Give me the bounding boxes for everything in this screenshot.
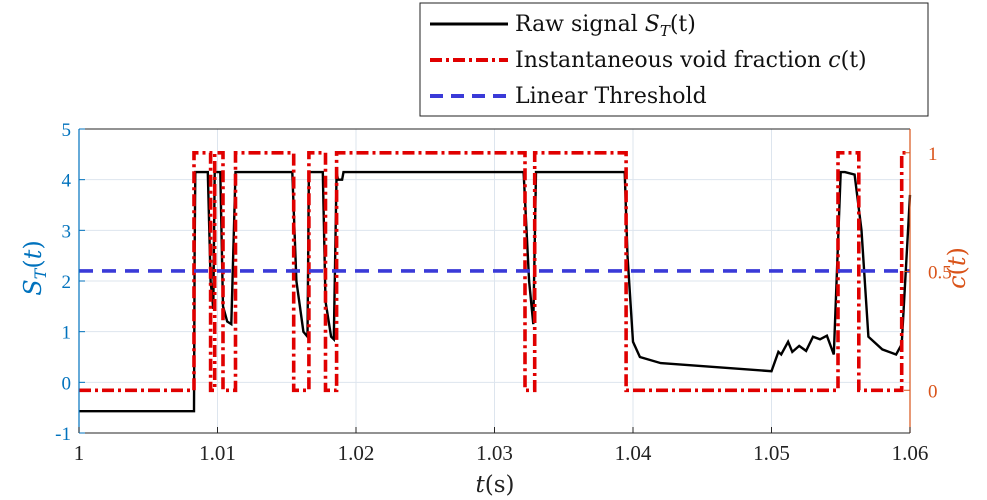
legend-item-raw-math: S	[645, 12, 660, 37]
y-tick-label-right: 0.5	[928, 263, 952, 284]
y-tick-label-left: 4	[62, 171, 72, 192]
x-axis-label: t(s)	[476, 472, 515, 498]
x-tick-label: 1.02	[338, 441, 375, 465]
legend-item-raw-suffix: (t)	[670, 12, 696, 37]
legend-item-raw-prefix: Raw signal	[515, 12, 645, 37]
series-void-line	[79, 151, 910, 393]
y-tick-label-left: 3	[62, 221, 72, 242]
legend-item-threshold-prefix: Linear Threshold	[515, 84, 707, 109]
y-tick-label-left: 0	[62, 373, 72, 394]
legend-item-raw: Raw signal ST(t)	[515, 12, 696, 40]
legend-item-void: Instantaneous void fraction c(t)	[515, 48, 867, 73]
axes: 1 1.01 1.02 1.03 1.04 1.05 1.06 -1 0 1 2 3 4 5 0 0.5 1	[55, 120, 952, 465]
y-tick-label-left: 2	[62, 272, 72, 293]
legend-item-void-math: c	[828, 48, 840, 73]
x-tick-label: 1.03	[476, 441, 513, 465]
x-tick-label: 1	[74, 441, 85, 465]
legend-item-raw-sub: T	[660, 22, 671, 40]
y-axis-label-left: ST(t)	[19, 240, 50, 296]
legend: Raw signal ST(t) Instantaneous void frac…	[419, 2, 929, 117]
grid	[79, 129, 910, 433]
x-tick-label: 1.05	[753, 441, 790, 465]
legend-item-void-prefix: Instantaneous void fraction	[515, 48, 828, 73]
x-tick-label: 1.01	[199, 441, 236, 465]
y-tick-label-right: 0	[928, 381, 938, 402]
y-tick-label-left: -1	[55, 424, 71, 445]
y-axis-label-right: c(t)	[943, 247, 971, 289]
x-tick-label: 1.06	[892, 441, 929, 465]
y-tick-label-left: 5	[62, 120, 72, 141]
legend-item-threshold: Linear Threshold	[515, 84, 707, 109]
x-tick-label: 1.04	[615, 441, 652, 465]
plot-area	[79, 151, 912, 413]
y-tick-label-left: 1	[62, 323, 72, 344]
y-tick-label-right: 1	[928, 144, 938, 165]
legend-item-void-suffix: (t)	[841, 48, 867, 73]
